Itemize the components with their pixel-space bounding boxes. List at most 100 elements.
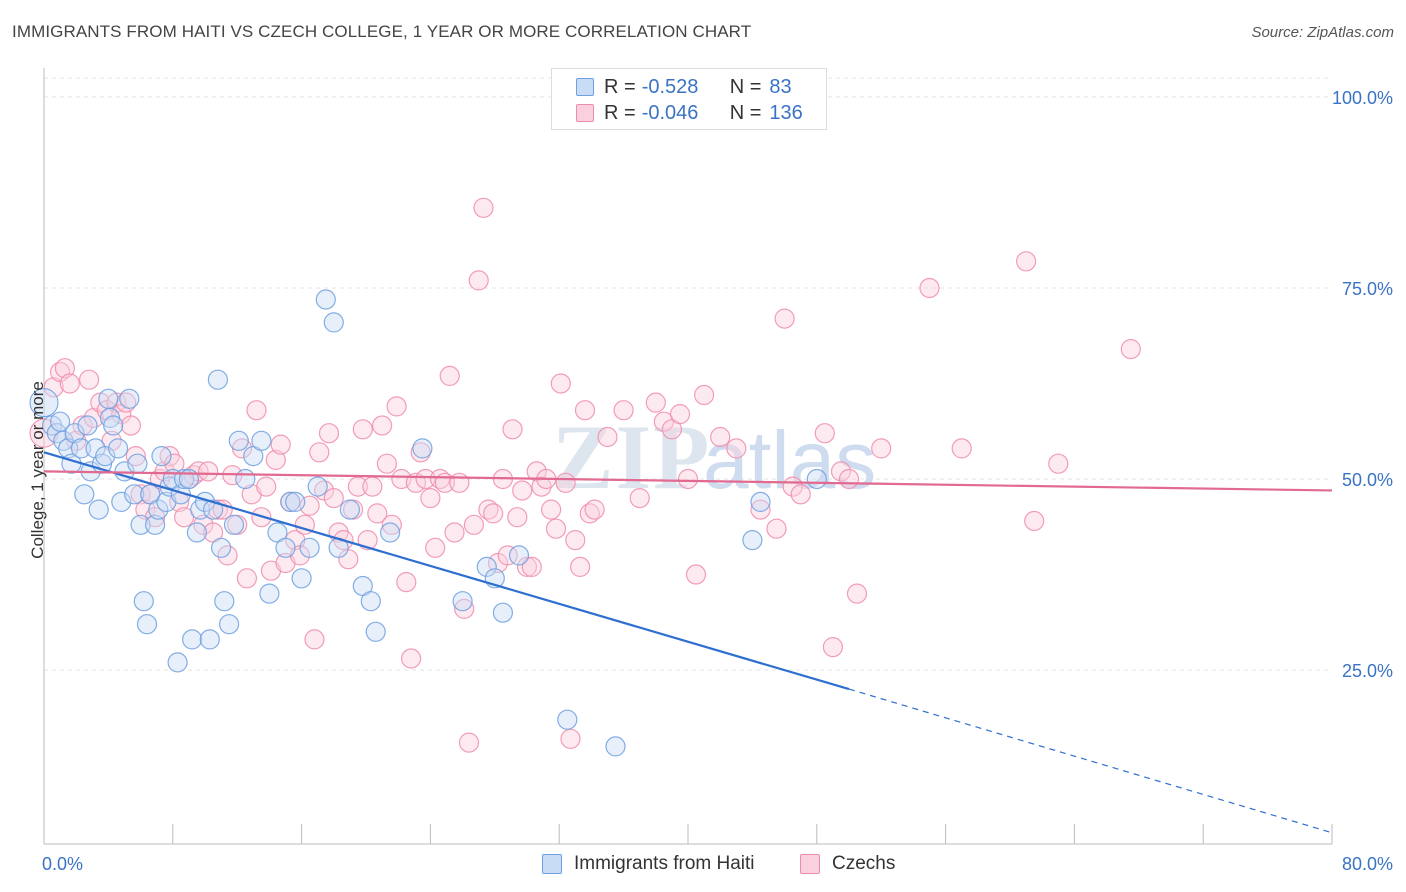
data-point [339, 499, 360, 520]
r-label: R = [604, 101, 636, 124]
data-point [565, 529, 586, 551]
data-point [439, 365, 460, 386]
data-point [766, 518, 787, 539]
data-point [72, 415, 93, 436]
n-label: N = [729, 101, 762, 124]
data-point [545, 518, 567, 539]
data-point [512, 480, 533, 501]
data-point [285, 491, 306, 512]
haiti-points [29, 289, 827, 757]
data-point [199, 629, 220, 650]
data-point [574, 400, 596, 421]
y-tick-label: 50.0% [1342, 470, 1393, 490]
data-point [629, 488, 650, 509]
y-tick-label: 25.0% [1342, 661, 1393, 681]
gridlines [44, 77, 1332, 671]
data-point [838, 468, 860, 490]
data-point [323, 488, 344, 509]
data-point [401, 648, 422, 669]
data-point [806, 468, 827, 490]
data-point [352, 419, 373, 440]
data-point [540, 499, 562, 520]
data-point [54, 358, 76, 379]
data-point [521, 556, 542, 578]
chart-source: Source: ZipAtlas.com [1251, 24, 1394, 41]
data-point [120, 415, 141, 436]
data-point [357, 529, 378, 551]
legend-item-czechs[interactable]: Czechs [800, 852, 895, 876]
data-point [669, 404, 691, 425]
data-point [223, 514, 245, 535]
data-point [919, 277, 940, 299]
data-point [677, 468, 699, 490]
data-point [74, 484, 95, 505]
data-point [107, 438, 129, 459]
data-point [822, 636, 844, 658]
data-point [386, 396, 407, 417]
data-point [78, 369, 100, 390]
data-point [214, 591, 235, 612]
data-point [318, 423, 340, 444]
data-point [182, 629, 203, 650]
data-point [557, 709, 578, 730]
data-point [502, 419, 523, 440]
data-point [246, 400, 267, 421]
data-point [613, 400, 634, 421]
data-point [468, 270, 489, 291]
data-point [814, 423, 835, 444]
data-point [1048, 453, 1069, 474]
data-point [645, 392, 666, 413]
data-point [136, 614, 158, 635]
data-point [742, 529, 763, 551]
x-tick-labels: 0.0% 80.0% [42, 854, 1393, 874]
y-tick-labels: 25.0% 50.0% 75.0% 100.0% [1332, 88, 1393, 681]
data-point [452, 591, 473, 612]
data-point [291, 568, 312, 589]
data-point [64, 423, 85, 444]
data-point [265, 449, 286, 470]
data-point [790, 484, 811, 505]
legend-item-haiti[interactable]: Immigrants from Haiti [542, 852, 755, 876]
data-point [133, 591, 154, 612]
data-point [412, 438, 433, 459]
data-point [710, 426, 731, 448]
data-point [444, 522, 465, 543]
data-point [151, 446, 172, 467]
data-point [458, 732, 480, 753]
czechs-legend-swatch [800, 854, 820, 874]
n-label: N = [729, 75, 762, 98]
data-point [750, 499, 771, 520]
data-point [516, 556, 538, 578]
data-point [315, 289, 336, 310]
data-point [396, 571, 417, 593]
data-point [88, 499, 109, 520]
data-point [555, 472, 576, 493]
data-point [304, 629, 325, 650]
data-point [219, 614, 240, 635]
data-point [476, 556, 497, 578]
haiti-trend-extension [848, 688, 1333, 834]
data-point [236, 568, 257, 589]
data-point [77, 415, 98, 436]
stats-row-haiti: R = -0.528 N = 83 [576, 75, 792, 99]
data-point [103, 415, 124, 436]
data-point [95, 446, 116, 467]
data-point [167, 652, 188, 673]
data-point [98, 388, 119, 409]
data-point [145, 514, 166, 535]
haiti-legend-label: Immigrants from Haiti [574, 853, 755, 874]
data-point [29, 388, 59, 418]
data-point [372, 415, 393, 436]
data-point [367, 503, 388, 524]
data-point [59, 373, 80, 394]
data-point [846, 583, 868, 604]
data-point [376, 453, 397, 474]
data-point [1024, 510, 1045, 532]
axes [43, 68, 1333, 845]
stats-row-czechs: R = -0.046 N = 136 [576, 101, 803, 125]
data-point [483, 503, 504, 524]
data-point [309, 442, 330, 463]
data-point [256, 476, 277, 497]
data-point [774, 308, 795, 329]
